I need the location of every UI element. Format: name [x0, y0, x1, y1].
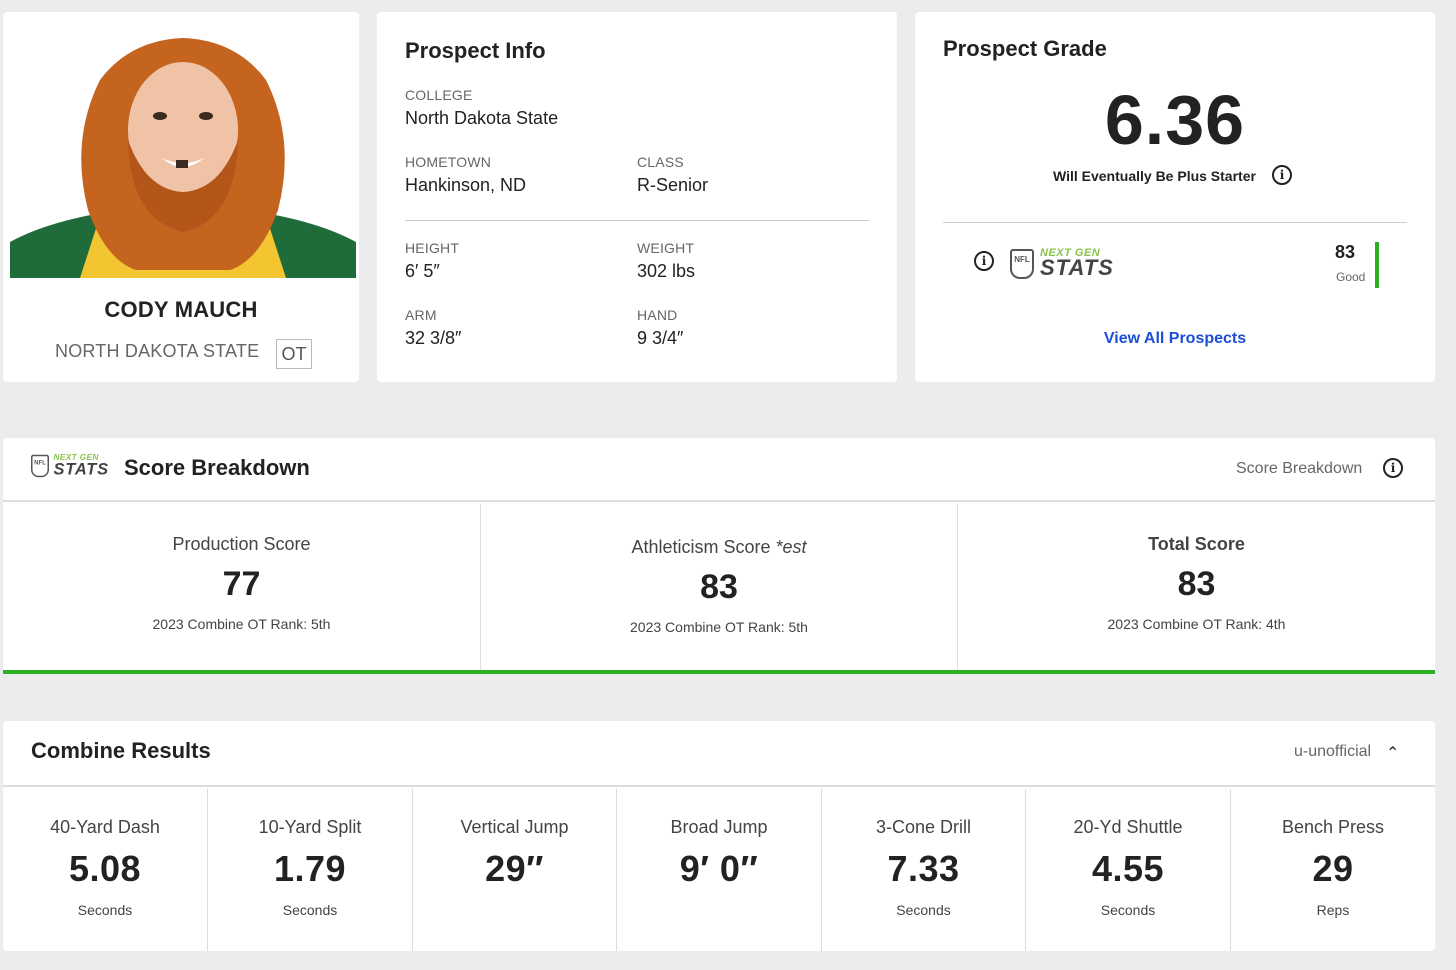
arm-value: 32 3/8″ [405, 328, 462, 348]
class-value: R-Senior [637, 175, 709, 195]
drill-cell: 20-Yd Shuttle 4.55 Seconds [1025, 789, 1230, 951]
drill-cell: Bench Press 29 Reps [1230, 789, 1435, 951]
combine-results-header[interactable]: Combine Results u-unofficial ⌃ [3, 721, 1435, 787]
divider [405, 220, 869, 221]
divider [943, 222, 1407, 223]
ngs-stats-text: STATS [1040, 255, 1114, 280]
arm-label: ARM [405, 307, 437, 323]
score-name: Athleticism Score *est [631, 537, 807, 557]
drill-name: 10-Yard Split [258, 817, 362, 837]
score-value: 77 [222, 565, 261, 603]
prospect-grade-card: Prospect Grade 6.36 Will Eventually Be P… [915, 12, 1435, 382]
score-breakdown-link[interactable]: Score Breakdown [1236, 460, 1363, 477]
score-breakdown-header: NFL NEXT GEN STATS Score Breakdown Score… [3, 438, 1435, 502]
drill-name: 3-Cone Drill [875, 817, 972, 837]
ngs-score-label: Good [1336, 270, 1366, 284]
nfl-shield-icon: NFL [31, 454, 49, 477]
drill-cell: 40-Yard Dash 5.08 Seconds [3, 789, 207, 951]
drill-unit: Reps [1316, 902, 1350, 918]
next-gen-stats-logo: NFL NEXT GEN STATS [1010, 248, 1114, 279]
ngs-info-icon[interactable]: i [974, 251, 994, 271]
drill-unit: Seconds [282, 902, 338, 918]
drill-name: 40-Yard Dash [50, 817, 160, 837]
college-label: COLLEGE [405, 87, 473, 103]
ngs-score-bar [1375, 242, 1379, 288]
score-value: 83 [1177, 565, 1216, 603]
athleticism-score-box: Athleticism Score *est 83 2023 Combine O… [480, 504, 957, 670]
height-value: 6′ 5″ [405, 261, 440, 281]
production-score-box: Production Score 77 2023 Combine OT Rank… [3, 504, 480, 670]
ngs-stats-text: STATS [53, 459, 109, 478]
drill-unit: Seconds [1100, 902, 1156, 918]
weight-value: 302 lbs [637, 261, 696, 281]
combine-results-section: Combine Results u-unofficial ⌃ 40-Yard D… [3, 721, 1435, 951]
next-gen-stats-logo: NFL NEXT GEN STATS [31, 454, 109, 477]
total-score-box: Total Score 83 2023 Combine OT Rank: 4th [957, 504, 1435, 670]
drill-value: 7.33 [887, 848, 960, 889]
hand-label: HAND [637, 307, 678, 323]
position-badge: OT [276, 339, 312, 369]
score-name: Total Score [1148, 534, 1245, 554]
class-label: CLASS [637, 154, 684, 170]
weight-label: WEIGHT [637, 240, 695, 256]
drill-value: 29″ [485, 848, 544, 889]
drill-cell: 3-Cone Drill 7.33 Seconds [821, 789, 1025, 951]
score-breakdown-section: NFL NEXT GEN STATS Score Breakdown Score… [3, 438, 1435, 674]
grade-description: Will Eventually Be Plus Starter [1053, 168, 1256, 184]
drill-unit: Seconds [77, 902, 133, 918]
drill-cell: Broad Jump 9′ 0″ [616, 789, 821, 951]
height-label: HEIGHT [405, 240, 460, 256]
unofficial-legend: u-unofficial [1294, 743, 1372, 760]
prospect-info-card: Prospect Info COLLEGE North Dakota State… [377, 12, 897, 382]
player-card: CODY MAUCH NORTH DAKOTA STATE OT [3, 12, 359, 382]
score-value: 83 [700, 568, 738, 606]
drill-name: Vertical Jump [460, 817, 569, 837]
score-info-icon[interactable]: i [1383, 458, 1403, 478]
player-photo [10, 20, 356, 278]
drill-name: Broad Jump [670, 817, 768, 837]
drill-value: 29 [1312, 848, 1354, 889]
grade-value: 6.36 [1104, 81, 1246, 159]
score-rank: 2023 Combine OT Rank: 5th [152, 616, 331, 632]
drill-cell: 10-Yard Split 1.79 Seconds [207, 789, 412, 951]
prospect-grade-title: Prospect Grade [943, 36, 1107, 61]
grade-info-icon[interactable]: i [1272, 165, 1292, 185]
score-rank: 2023 Combine OT Rank: 5th [630, 619, 808, 635]
player-name: CODY MAUCH [104, 297, 258, 322]
drill-name: Bench Press [1281, 817, 1385, 837]
score-accent-bar [3, 670, 1435, 674]
combine-results-title: Combine Results [31, 738, 211, 763]
player-school: NORTH DAKOTA STATE [55, 341, 260, 361]
prospect-info-title: Prospect Info [405, 38, 546, 63]
drill-value: 9′ 0″ [679, 848, 759, 889]
ngs-score: 83 [1335, 242, 1356, 262]
hometown-label: HOMETOWN [405, 154, 492, 170]
college-value: North Dakota State [405, 108, 559, 128]
nfl-shield-icon: NFL [1010, 248, 1034, 279]
drill-value: 4.55 [1091, 848, 1165, 889]
ngs-next-text: NEXT GEN [1040, 247, 1101, 259]
score-breakdown-title: Score Breakdown [124, 455, 310, 480]
ngs-next-text: NEXT GEN [53, 453, 99, 463]
drill-value: 1.79 [273, 848, 347, 889]
score-name: Production Score [172, 534, 311, 554]
chevron-up-icon[interactable]: ⌃ [1386, 745, 1400, 762]
hometown-value: Hankinson, ND [405, 175, 527, 195]
drill-name: 20-Yd Shuttle [1073, 817, 1183, 837]
view-all-prospects-link[interactable]: View All Prospects [1103, 330, 1247, 347]
drill-cell: Vertical Jump 29″ [412, 789, 616, 951]
drill-value: 5.08 [68, 848, 142, 889]
score-rank: 2023 Combine OT Rank: 4th [1107, 616, 1286, 632]
drill-unit: Seconds [896, 902, 951, 918]
hand-value: 9 3/4″ [637, 328, 684, 348]
